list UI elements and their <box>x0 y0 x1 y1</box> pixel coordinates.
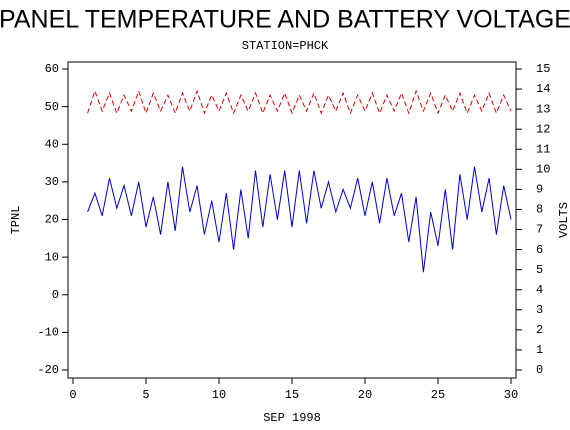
y2-tick-label: 9 <box>536 183 543 197</box>
y2-tick-label: 5 <box>536 263 543 277</box>
series-line <box>87 166 512 273</box>
x-tick-label: 20 <box>358 388 372 402</box>
x-tick-label: 10 <box>212 388 226 402</box>
y2-tick-label: 3 <box>536 303 543 317</box>
y2-tick-label: 11 <box>536 142 550 156</box>
chart-title: PANEL TEMPERATURE AND BATTERY VOLTAGE <box>0 6 570 34</box>
x-tick-label: 15 <box>285 388 299 402</box>
y-tick-label: 20 <box>45 213 59 227</box>
y2-tick-label: 7 <box>536 223 543 237</box>
y-tick-label: -20 <box>37 363 59 377</box>
y-tick-label: -10 <box>37 326 59 340</box>
y2-axis-label: VOLTS <box>557 202 570 238</box>
y2-tick-label: 1 <box>536 343 543 357</box>
series-line <box>87 89 512 115</box>
y2-tick-label: 10 <box>536 163 550 177</box>
x-tick-label: 0 <box>69 388 76 402</box>
y-tick-label: 60 <box>45 62 59 76</box>
y-axis-label: TPNL <box>9 206 23 235</box>
y-tick-label: 50 <box>45 100 59 114</box>
y2-tick-label: 0 <box>536 363 543 377</box>
x-axis-label: SEP 1998 <box>263 411 321 425</box>
y2-tick-label: 13 <box>536 102 550 116</box>
y2-tick-label: 4 <box>536 283 543 297</box>
x-tick-label: 5 <box>142 388 149 402</box>
y2-tick-label: 2 <box>536 323 543 337</box>
y2-tick-label: 14 <box>536 82 550 96</box>
y-tick-label: 0 <box>52 288 59 302</box>
y-tick-label: 10 <box>45 250 59 264</box>
y2-tick-label: 6 <box>536 243 543 257</box>
y-tick-label: 30 <box>45 175 59 189</box>
x-tick-label: 25 <box>431 388 445 402</box>
x-tick-label: 30 <box>504 388 518 402</box>
chart-subtitle: STATION=PHCK <box>242 39 329 53</box>
y-tick-label: 40 <box>45 137 59 151</box>
y2-tick-label: 12 <box>536 122 550 136</box>
y2-tick-label: 8 <box>536 203 543 217</box>
y2-tick-label: 15 <box>536 62 550 76</box>
